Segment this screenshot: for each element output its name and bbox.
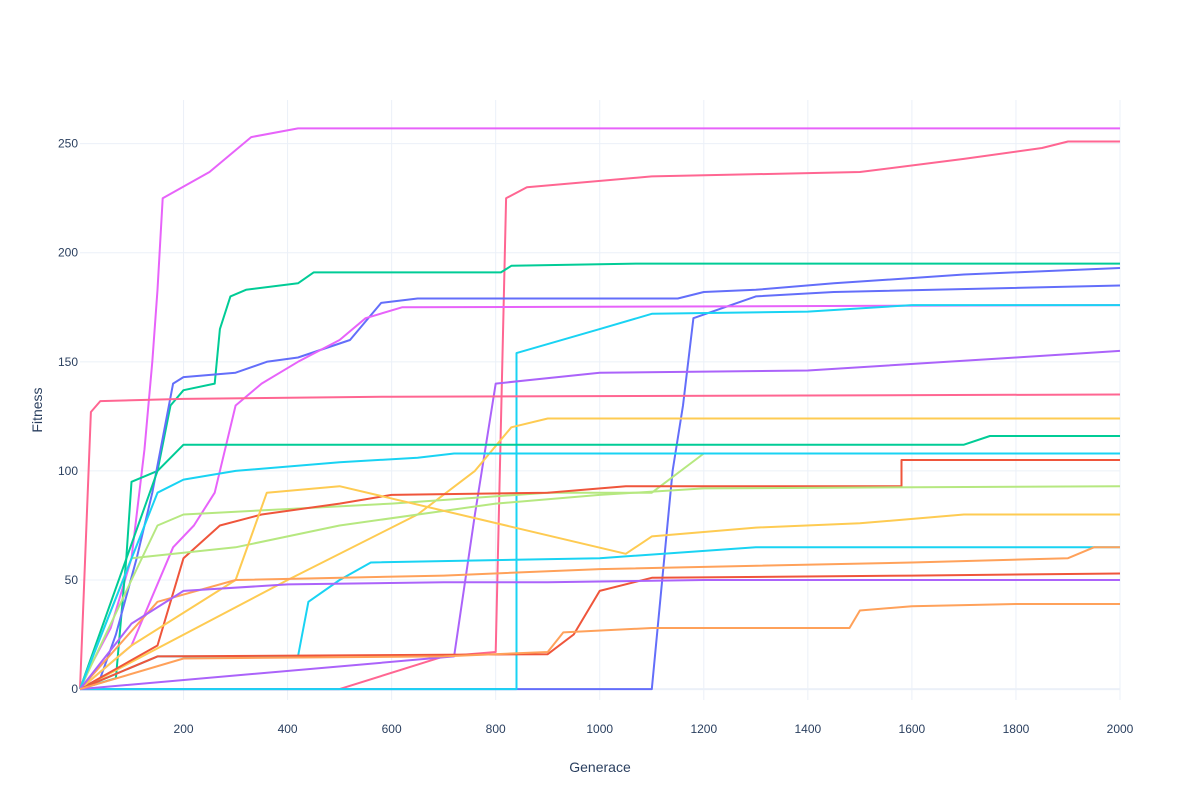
x-axis-title: Generace	[569, 759, 631, 775]
y-tick-label: 200	[58, 246, 78, 260]
x-tick-label: 400	[278, 722, 298, 736]
series-line-8	[79, 349, 1121, 691]
x-tick-label: 1200	[690, 722, 717, 736]
x-axis-ticks: 200 400 600 800 1000 1200 1400 1600 1800 2000	[174, 722, 1134, 736]
y-tick-label: 50	[65, 573, 79, 587]
series-line-2	[80, 140, 1120, 691]
series-line-1	[79, 127, 1120, 690]
series-line-13	[79, 459, 1120, 690]
x-tick-label: 800	[486, 722, 506, 736]
series-line-21	[79, 603, 1120, 691]
series-line-20	[79, 579, 1120, 690]
series-group	[79, 127, 1121, 691]
series-line-6	[79, 304, 1121, 690]
series-line-5	[80, 284, 1121, 691]
series-line-18	[79, 546, 1120, 690]
series-line-14	[79, 485, 1121, 690]
series-line-3	[79, 262, 1120, 691]
series-line-11	[79, 435, 1120, 690]
series-line-15	[79, 485, 1120, 690]
x-tick-label: 600	[382, 722, 402, 736]
x-tick-label: 2000	[1107, 722, 1134, 736]
grid	[80, 100, 1121, 700]
x-tick-label: 1000	[586, 722, 613, 736]
series-line-12	[79, 452, 1120, 690]
x-tick-label: 200	[174, 722, 194, 736]
series-line-9	[79, 393, 1121, 690]
y-tick-label: 0	[71, 682, 78, 696]
series-line-19	[79, 572, 1121, 691]
y-tick-label: 250	[58, 137, 78, 151]
y-tick-label: 100	[58, 464, 78, 478]
series-line-7	[80, 304, 1120, 691]
y-tick-label: 150	[58, 355, 78, 369]
x-tick-label: 1800	[1003, 722, 1030, 736]
series-line-16	[79, 452, 1120, 690]
x-tick-label: 1400	[794, 722, 821, 736]
y-axis-ticks: 0 50 100 150 200 250	[58, 137, 78, 696]
x-tick-label: 1600	[899, 722, 926, 736]
series-line-10	[79, 417, 1120, 690]
y-axis-title: Fitness	[29, 387, 45, 432]
